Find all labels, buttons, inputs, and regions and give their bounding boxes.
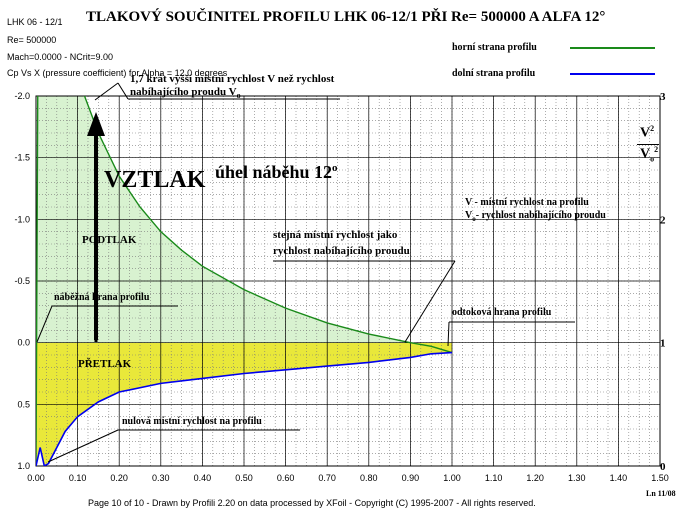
info-cp-vs-x: Cp Vs X (pressure coefficient) for Alpha… bbox=[7, 68, 228, 78]
x-tick-label: 0.10 bbox=[69, 473, 87, 483]
info-reynolds: Re= 500000 bbox=[7, 35, 57, 45]
annotation-trailing-edge: odtoková hrana profilu bbox=[452, 307, 552, 318]
info-airfoil: LHK 06 - 12/1 bbox=[7, 17, 63, 27]
legend-upper-label: horní strana profilu bbox=[452, 42, 537, 53]
annotation-suction: PODTLAK bbox=[82, 234, 137, 246]
y-tick-label: -1.5 bbox=[14, 153, 30, 163]
x-tick-label: 1.50 bbox=[651, 473, 669, 483]
x-tick-label: 0.50 bbox=[235, 473, 253, 483]
series-lower-line bbox=[36, 351, 453, 466]
annotation-zero-speed: nulová místní rychlost na profilu bbox=[122, 416, 262, 427]
annotation-max-speed-line1: 1,7 krát vyšší místní rychlost V než ryc… bbox=[130, 73, 335, 85]
definition-vo: Vo- rychlost nabíhajícího proudu bbox=[465, 210, 606, 223]
x-tick-label: 1.30 bbox=[568, 473, 586, 483]
x-tick-label: 0.70 bbox=[318, 473, 336, 483]
annotation-angle-sup: o bbox=[332, 162, 338, 174]
chart-title: TLAKOVÝ SOUČINITEL PROFILU LHK 06-12/1 P… bbox=[86, 9, 606, 25]
y-tick-label: 0.0 bbox=[17, 338, 30, 348]
right-axis-tick-label: 2 bbox=[660, 214, 666, 226]
annotation-pressure: PŘETLAK bbox=[78, 358, 132, 370]
info-mach: Mach=0.0000 - NCrit=9.00 bbox=[7, 52, 114, 62]
right-axis-tick-label: 1 bbox=[660, 338, 666, 350]
annotation-lift: VZTLAK bbox=[104, 167, 206, 193]
leader-leading-edge-pointer bbox=[36, 305, 53, 343]
x-tick-label: 0.30 bbox=[152, 473, 170, 483]
ratio-denominator-sub: o bbox=[650, 154, 655, 164]
ratio-denominator-v: V bbox=[640, 146, 651, 162]
leader-max-speed-a bbox=[117, 82, 129, 100]
x-tick-label: 0.00 bbox=[27, 473, 45, 483]
x-tick-label: 0.20 bbox=[110, 473, 128, 483]
x-tick-label: 0.40 bbox=[194, 473, 212, 483]
leader-trailing-edge-pointer bbox=[447, 321, 450, 347]
x-tick-label: 1.40 bbox=[610, 473, 628, 483]
annotation-max-speed-text: nabíhajícího proudu V bbox=[130, 86, 237, 98]
x-tick-label: 0.60 bbox=[277, 473, 295, 483]
x-tick-label: 0.90 bbox=[402, 473, 420, 483]
x-tick-label: 1.10 bbox=[485, 473, 503, 483]
lift-arrow-head bbox=[87, 112, 105, 136]
definition-v: V - místní rychlost na profilu bbox=[465, 197, 589, 208]
footer-code: Ln 11/08 bbox=[646, 489, 676, 498]
definition-vo-prefix: V bbox=[465, 210, 473, 221]
annotation-max-speed-line2: nabíhajícího proudu Vo bbox=[130, 86, 241, 100]
annotation-angle: úhel náběhu 12o bbox=[215, 162, 338, 183]
ratio-numerator-v: V bbox=[640, 125, 651, 141]
y-tick-label: -1.0 bbox=[14, 214, 30, 224]
y-tick-label: -0.5 bbox=[14, 276, 30, 286]
footer-credit: Page 10 of 10 - Drawn by Profili 2.20 on… bbox=[88, 498, 536, 508]
ratio-fraction-bar bbox=[637, 144, 659, 145]
leader-zero-speed-pointer bbox=[47, 429, 119, 463]
lower-pressure-fill bbox=[36, 342, 452, 466]
x-tick-label: 1.20 bbox=[526, 473, 544, 483]
annotation-equal-speed-line2: rychlost nabíhajícího proudu bbox=[273, 245, 410, 257]
y-tick-label: 0.5 bbox=[17, 399, 30, 409]
annotation-max-speed-sub: o bbox=[236, 91, 241, 101]
leader-equal-speed-pointer bbox=[404, 260, 456, 343]
ratio-numerator-sup: 2 bbox=[650, 124, 655, 133]
leader-max-speed-b bbox=[94, 82, 119, 101]
ratio-denominator: Vo2 bbox=[640, 145, 658, 163]
y-tick-label: 1.0 bbox=[17, 461, 30, 471]
annotation-angle-text: úhel náběhu 12 bbox=[215, 162, 333, 182]
definition-vo-sub: o bbox=[472, 215, 476, 223]
right-axis-tick-label: 3 bbox=[660, 91, 666, 103]
y-tick-label: -2.0 bbox=[14, 91, 30, 101]
x-tick-label: 1.00 bbox=[443, 473, 461, 483]
definition-vo-text: - rychlost nabíhajícího proudu bbox=[475, 210, 606, 221]
series-upper-line bbox=[36, 96, 453, 466]
plot-frame bbox=[35, 95, 661, 467]
ratio-numerator: V2 bbox=[640, 124, 654, 142]
legend-lower-label: dolní strana profilu bbox=[452, 68, 536, 79]
right-axis-tick-label: 0 bbox=[660, 461, 666, 473]
ratio-denominator-sup: 2 bbox=[654, 145, 659, 154]
annotation-leading-edge: náběžná hrana profilu bbox=[54, 292, 150, 303]
x-tick-label: 0.80 bbox=[360, 473, 378, 483]
annotation-equal-speed-line1: stejná místní rychlost jako bbox=[273, 229, 398, 241]
